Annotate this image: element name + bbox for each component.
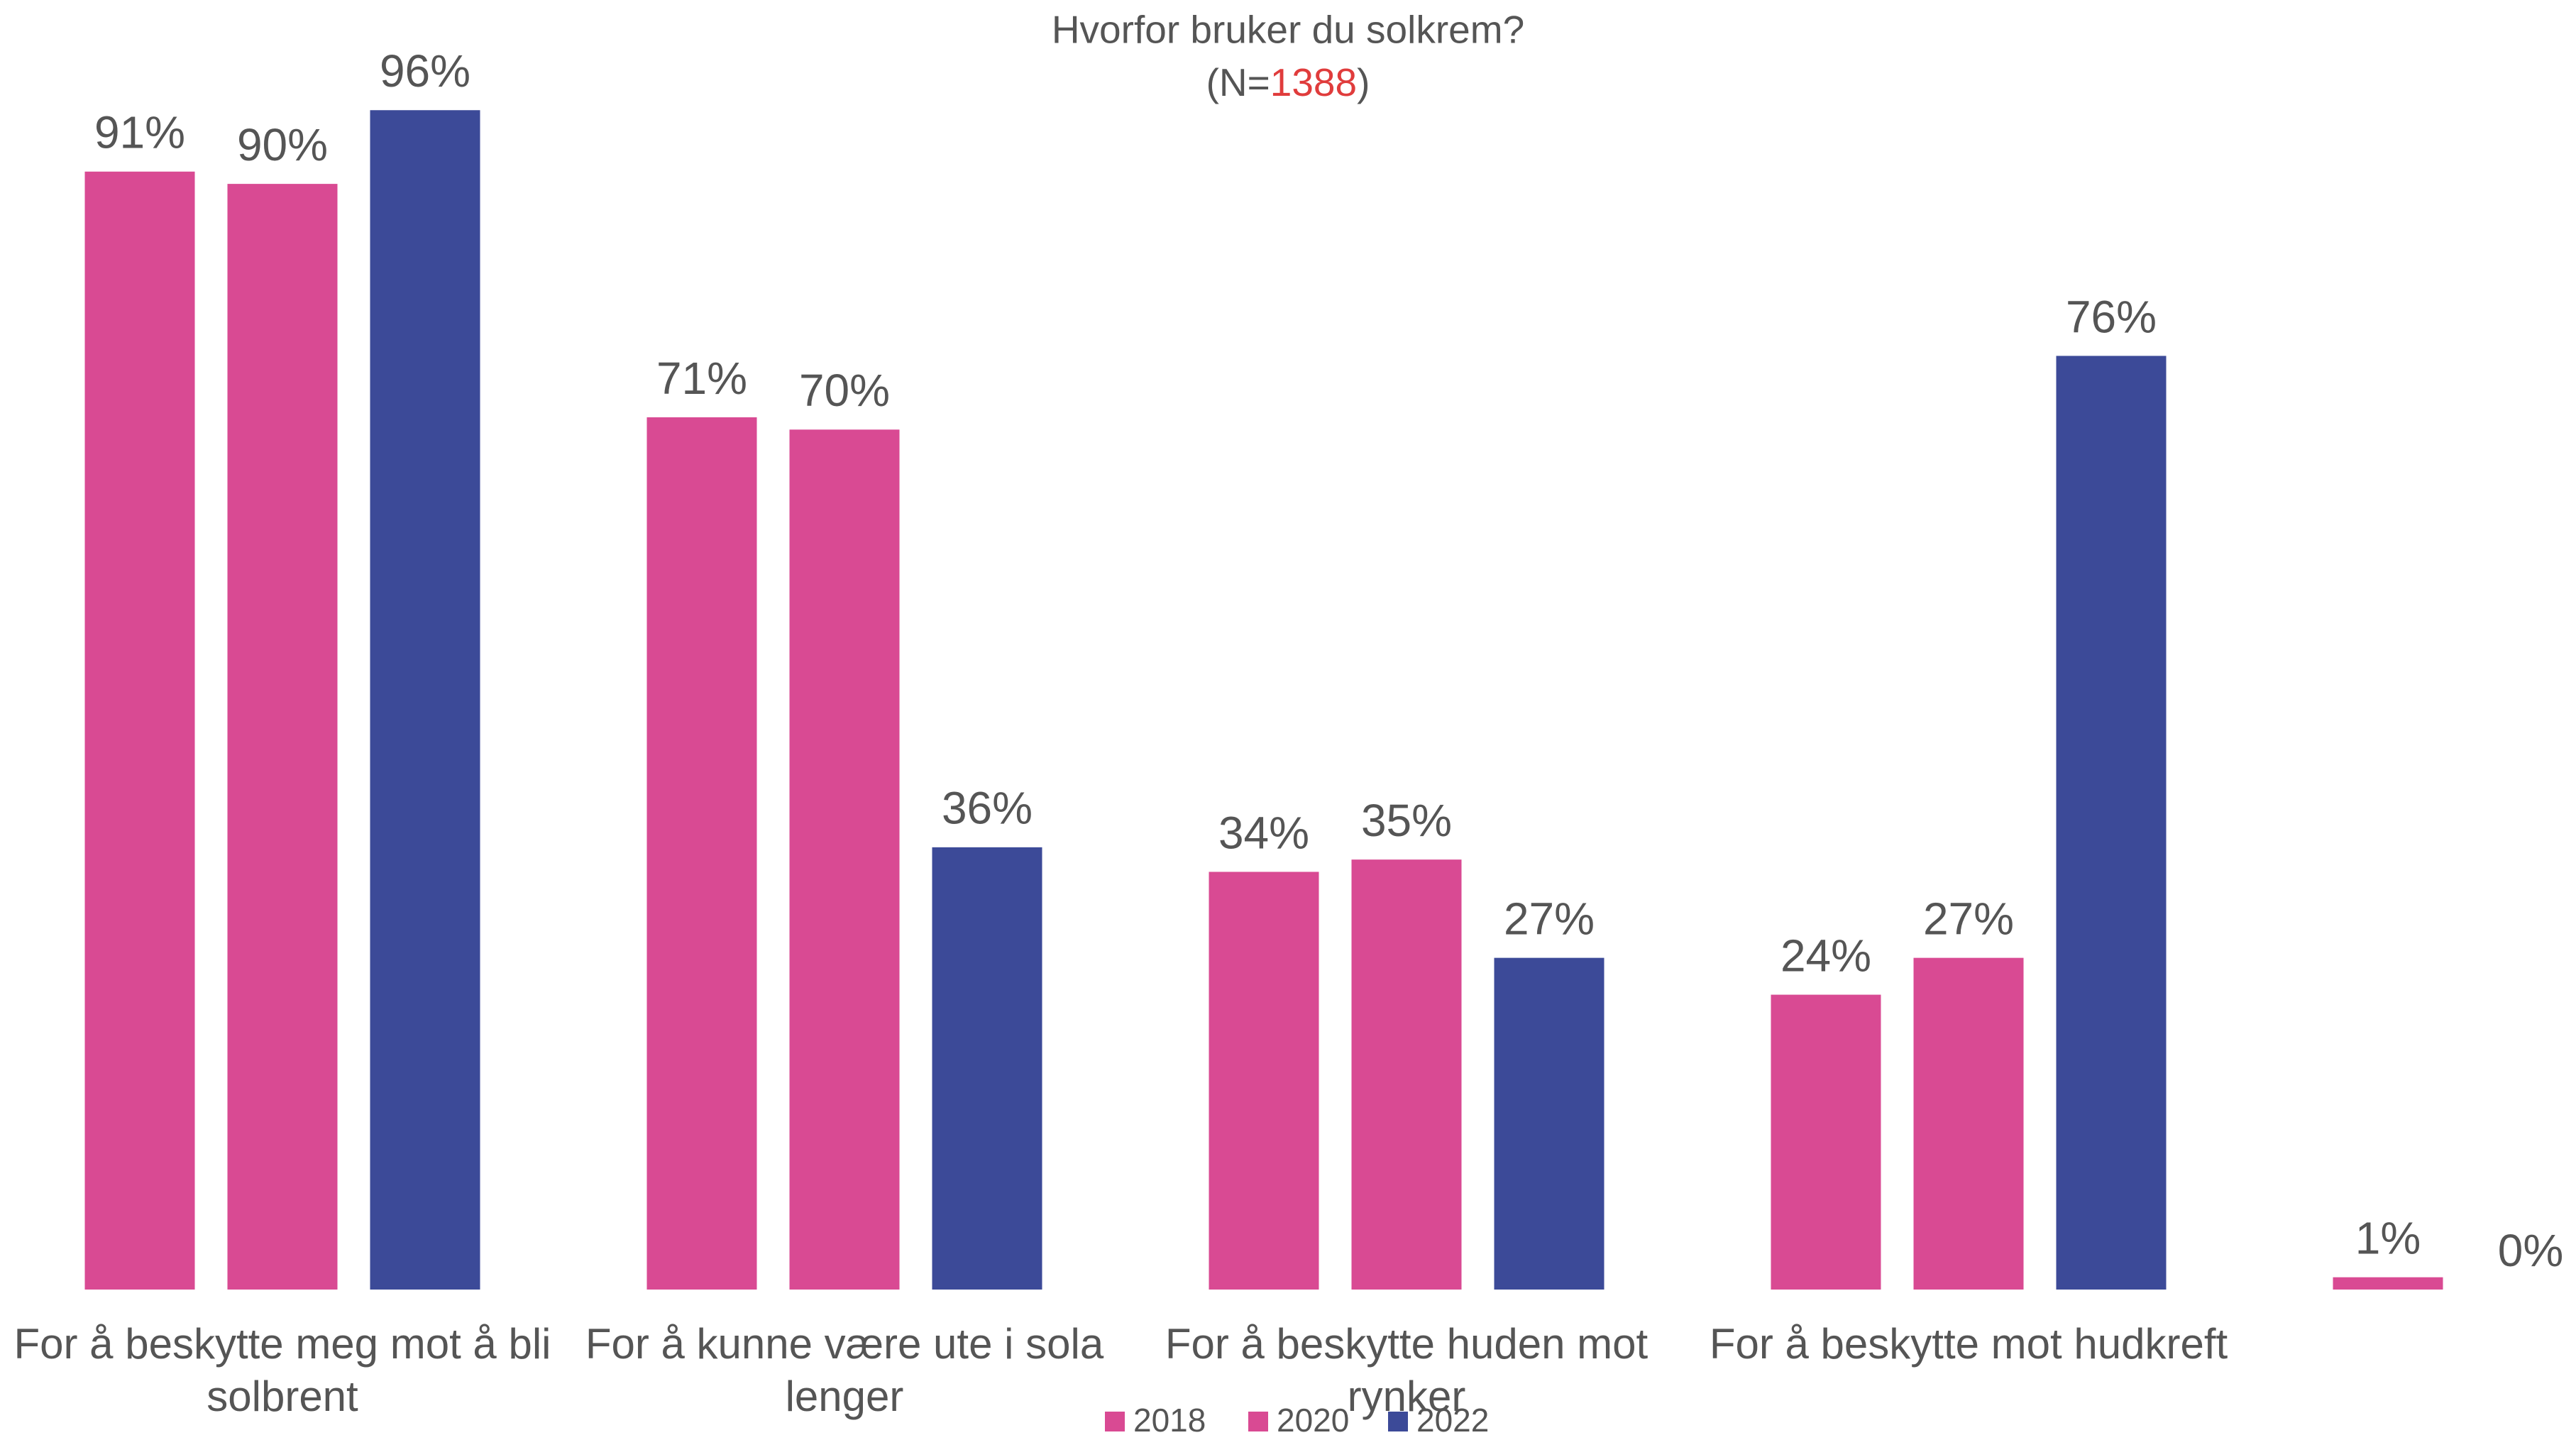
- legend-label: 2018: [1133, 1402, 1206, 1439]
- data-label: 27%: [1504, 894, 1595, 945]
- chart-subtitle: (N=1388): [1206, 60, 1370, 104]
- data-label: 35%: [1361, 795, 1452, 846]
- chart-title: Hvorfor bruker du solkrem?: [1052, 8, 1524, 52]
- bar: [1913, 957, 2024, 1290]
- x-tick-label: For å kunne være ute i sola lenger: [585, 1320, 1104, 1420]
- data-label: 91%: [94, 107, 185, 158]
- data-label: 34%: [1218, 807, 1309, 858]
- data-label: 0%: [2498, 1225, 2564, 1276]
- bar: [1351, 859, 1462, 1290]
- x-tick-label: For å beskytte mot hudkreft: [1709, 1320, 2228, 1368]
- x-tick-label: For å beskytte meg mot å bli solbrent: [13, 1320, 551, 1420]
- bar: [2056, 356, 2167, 1290]
- bar: [370, 110, 480, 1290]
- subtitle-part: (N=: [1206, 60, 1270, 104]
- data-label: 27%: [1923, 894, 2014, 945]
- legend-label: 2022: [1416, 1402, 1489, 1439]
- bar: [1771, 994, 1881, 1290]
- subtitle-number: 1388: [1270, 60, 1357, 104]
- data-label: 76%: [2066, 291, 2157, 342]
- bar: [84, 171, 195, 1290]
- bar: [932, 847, 1042, 1290]
- data-label: 71%: [656, 353, 747, 404]
- x-tick-label: For å beskytte huden mot rynker: [1165, 1320, 1648, 1420]
- bar: [2333, 1277, 2443, 1290]
- data-label: 1%: [2355, 1213, 2421, 1264]
- bar: [646, 417, 757, 1290]
- legend-label: 2020: [1277, 1402, 1349, 1439]
- data-label: 90%: [237, 119, 328, 170]
- data-label: 36%: [942, 783, 1033, 834]
- bar: [1494, 957, 1605, 1290]
- legend-swatch: [1105, 1412, 1125, 1431]
- data-label: 96%: [380, 45, 470, 97]
- bar: [1209, 872, 1319, 1290]
- data-label: 70%: [799, 365, 890, 416]
- legend-swatch: [1248, 1412, 1268, 1431]
- bar: [227, 184, 338, 1290]
- bar: [789, 429, 900, 1290]
- subtitle-part: ): [1357, 60, 1370, 104]
- data-label: 24%: [1780, 930, 1871, 981]
- legend-swatch: [1388, 1412, 1408, 1431]
